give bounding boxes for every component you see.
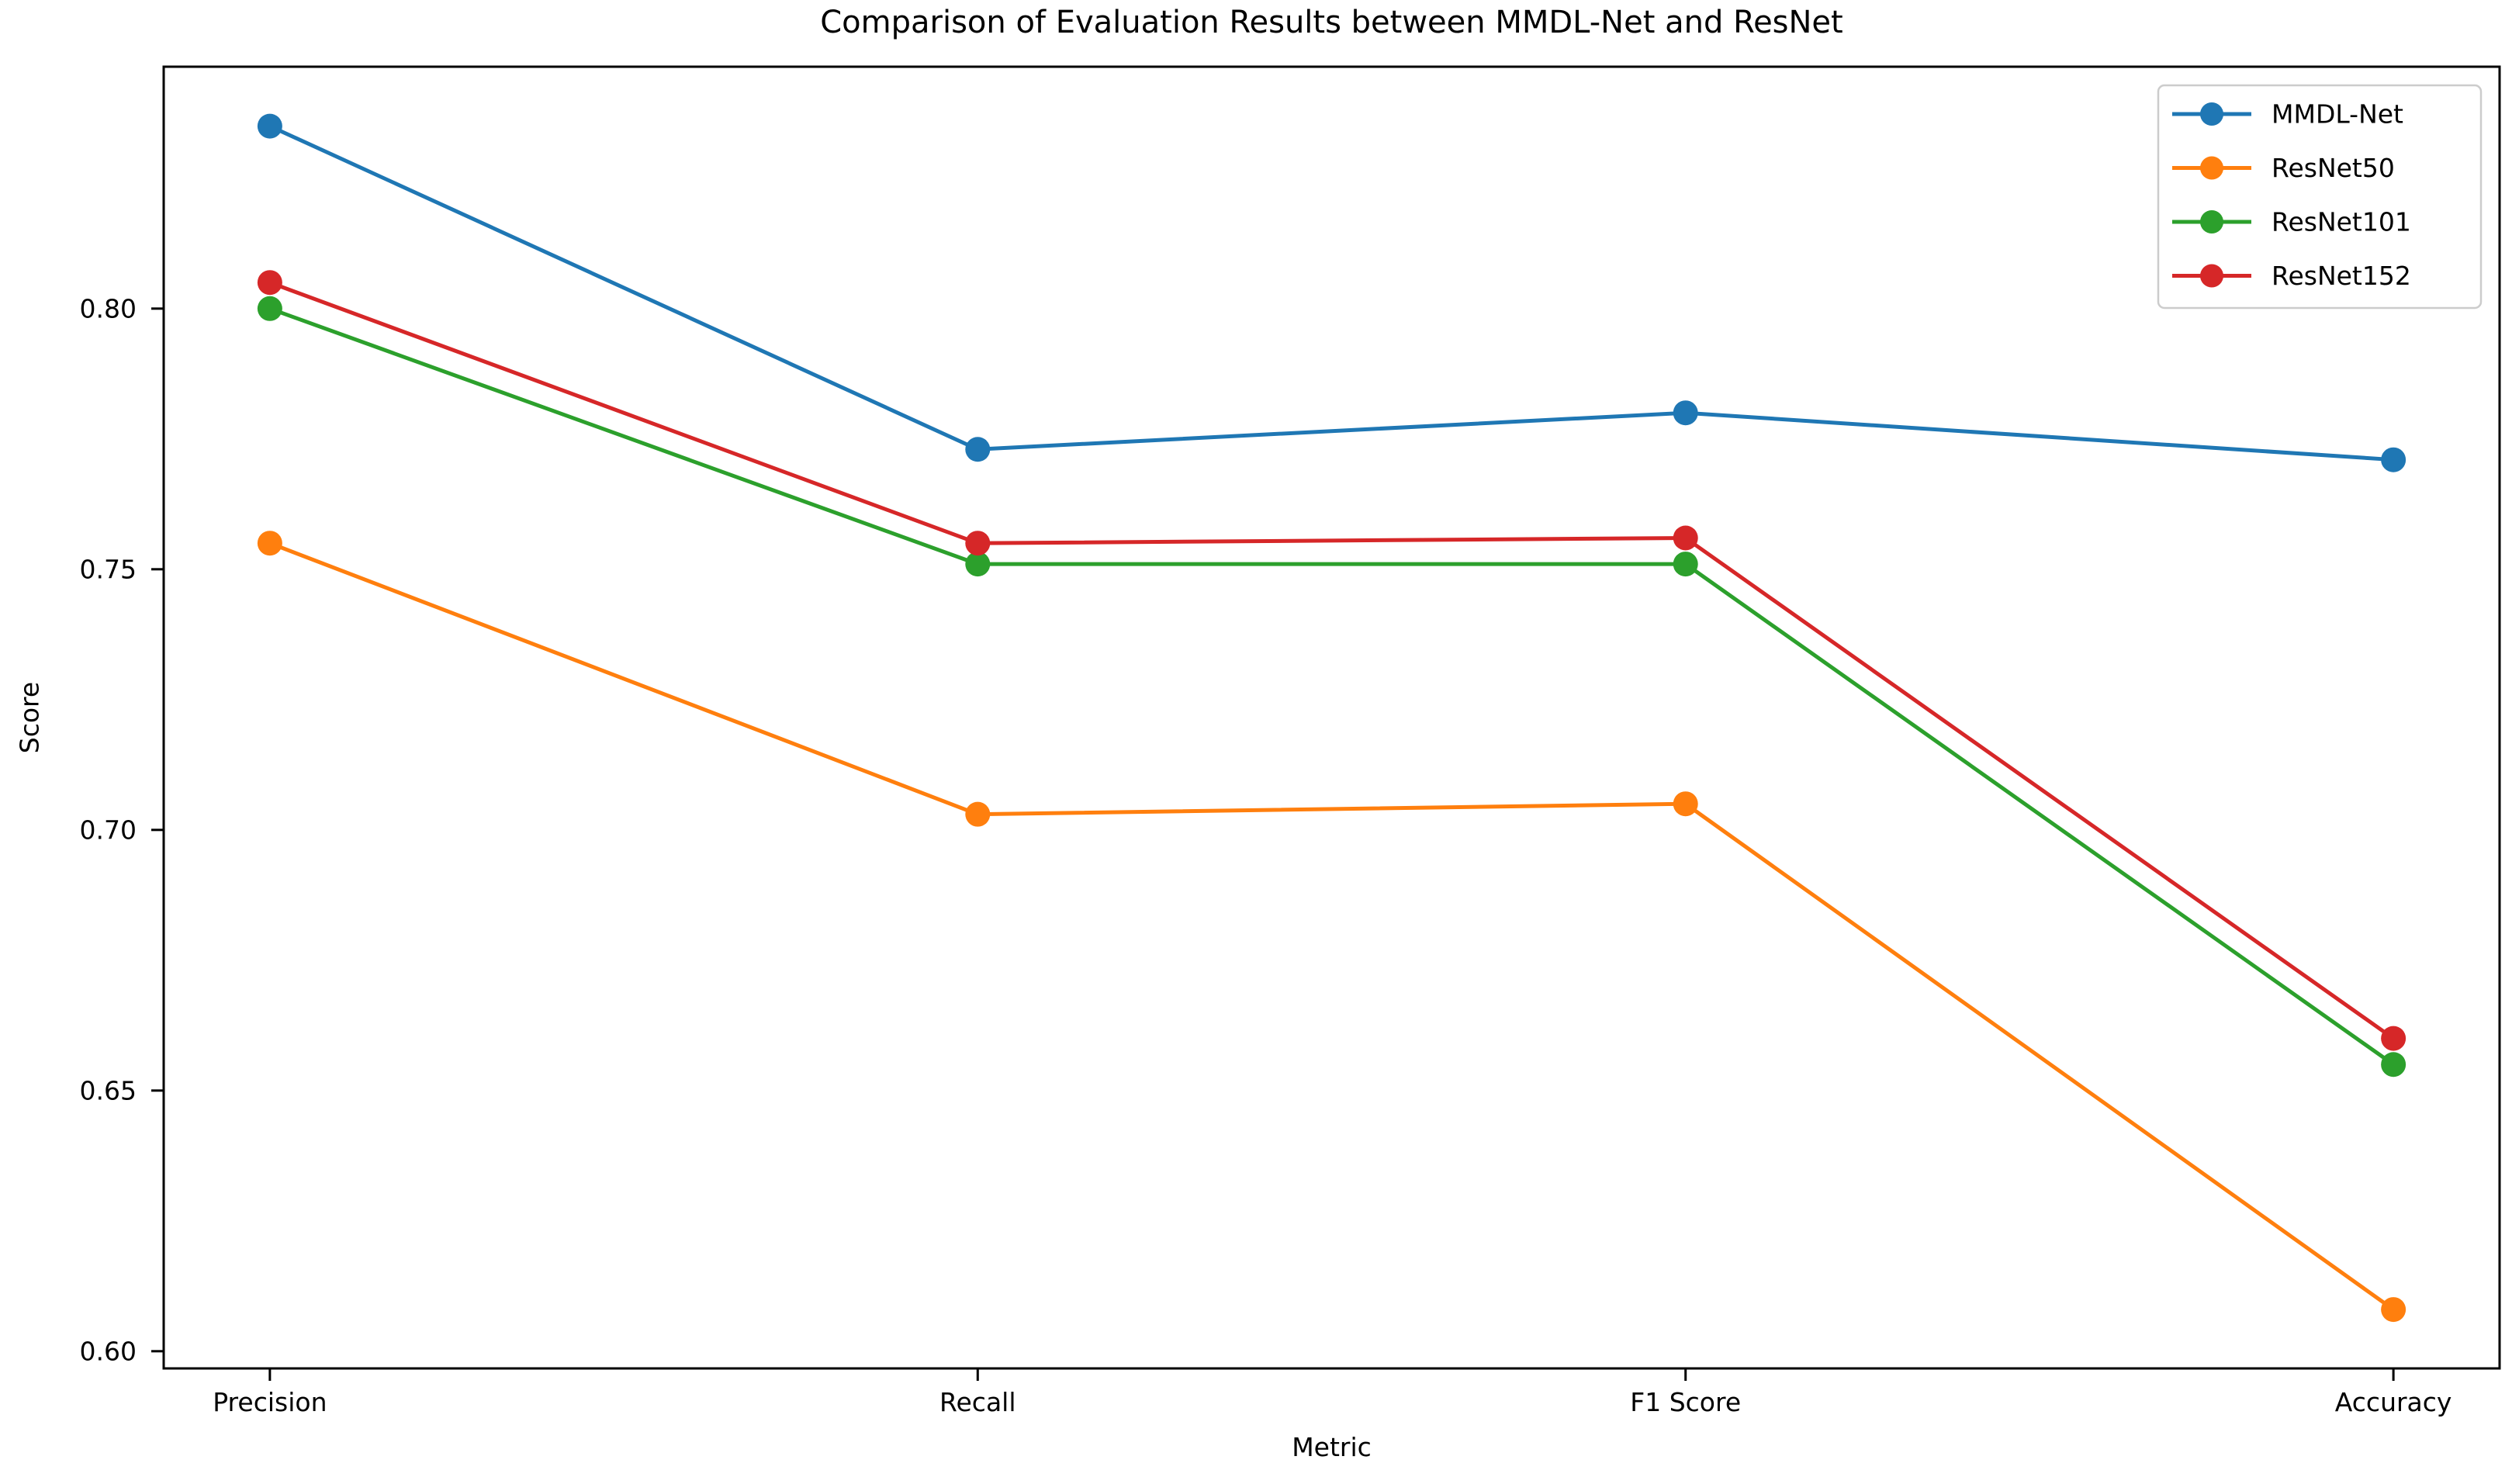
x-axis-label: Metric <box>1292 1432 1372 1462</box>
data-point-resnet152-accuracy <box>2381 1026 2406 1051</box>
data-point-resnet101-recall <box>965 552 991 577</box>
data-point-resnet101-f1-score <box>1673 552 1698 577</box>
legend-label-resnet152: ResNet152 <box>2272 261 2411 291</box>
series-line-resnet101 <box>269 306 2395 1067</box>
legend-box <box>2157 84 2483 310</box>
y-tick-label: 0.70 <box>80 815 137 845</box>
data-point-resnet152-precision <box>257 270 282 296</box>
data-point-resnet50-f1-score <box>1673 791 1698 817</box>
series-line-resnet152 <box>268 280 2395 1040</box>
data-point-resnet50-recall <box>965 801 991 827</box>
legend-label-mmdl-net: MMDL-Net <box>2272 99 2403 130</box>
data-point-resnet152-recall <box>965 531 991 556</box>
legend-marker-resnet101 <box>2200 210 2223 233</box>
data-point-resnet101-accuracy <box>2381 1052 2406 1078</box>
x-tick-label-precision: Precision <box>213 1387 327 1417</box>
series-line-resnet50 <box>268 541 2395 1312</box>
legend-label-resnet101: ResNet101 <box>2272 207 2411 237</box>
chart-title: Comparison of Evaluation Results between… <box>820 5 1843 40</box>
data-point-resnet50-precision <box>257 531 282 556</box>
legend-marker-mmdl-net <box>2200 102 2223 126</box>
data-point-mmdl-net-accuracy <box>2381 447 2406 472</box>
x-tick-label-f1-score: F1 Score <box>1630 1387 1741 1417</box>
y-tick-label: 0.75 <box>80 554 137 584</box>
legend-label-resnet50: ResNet50 <box>2272 153 2395 183</box>
data-point-resnet101-precision <box>257 296 282 321</box>
y-tick-label: 0.80 <box>80 293 137 323</box>
series-line-mmdl-net <box>268 124 2394 462</box>
y-axis-label: Score <box>14 681 45 754</box>
legend-marker-resnet152 <box>2200 264 2223 288</box>
data-point-resnet152-f1-score <box>1673 525 1698 551</box>
data-point-mmdl-net-precision <box>257 113 282 139</box>
y-tick-label: 0.60 <box>80 1336 137 1366</box>
legend-marker-resnet50 <box>2200 156 2223 180</box>
plot-border <box>162 65 2501 1370</box>
data-point-mmdl-net-recall <box>965 437 991 462</box>
data-point-mmdl-net-f1-score <box>1673 400 1698 426</box>
x-tick-label-recall: Recall <box>939 1387 1016 1417</box>
data-point-resnet50-accuracy <box>2381 1297 2406 1323</box>
y-tick-label: 0.65 <box>80 1075 137 1105</box>
x-tick-label-accuracy: Accuracy <box>2335 1387 2452 1417</box>
